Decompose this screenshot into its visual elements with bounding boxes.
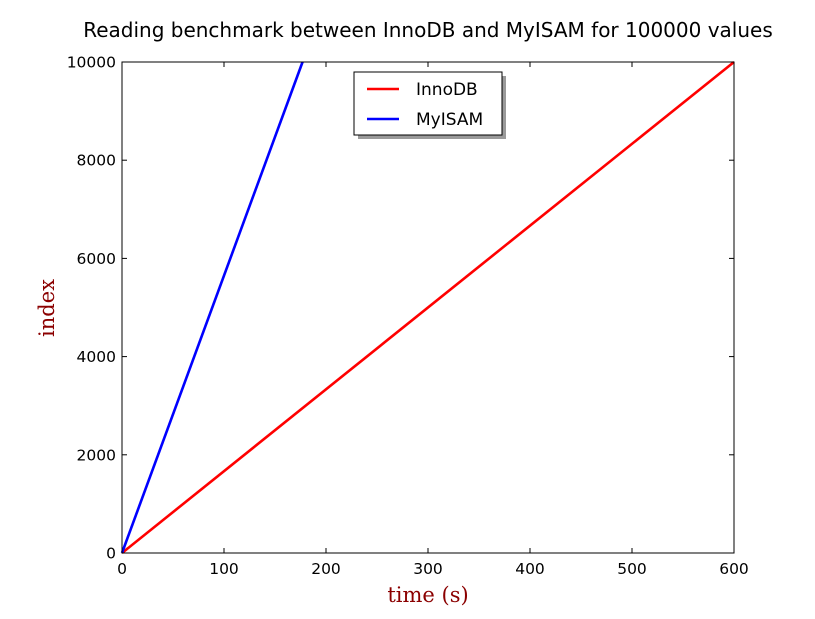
x-tick-label: 500 bbox=[617, 560, 647, 578]
y-tick-label: 8000 bbox=[77, 152, 116, 170]
series-layer bbox=[120, 60, 735, 555]
chart-title: Reading benchmark between InnoDB and MyI… bbox=[83, 18, 773, 42]
x-tick-label: 400 bbox=[515, 560, 545, 578]
legend-box bbox=[353, 71, 503, 136]
series-line-myisam bbox=[120, 61, 304, 554]
y-tick-label: 6000 bbox=[77, 250, 116, 268]
legend-items: InnoDB MyISAM bbox=[367, 80, 483, 130]
y-tick-label: 10000 bbox=[67, 54, 116, 72]
series-line-innodb bbox=[121, 60, 735, 555]
legend-label-innodb: InnoDB bbox=[416, 80, 478, 100]
x-tick-label: 200 bbox=[311, 560, 341, 578]
x-axis-label: time (s) bbox=[387, 583, 468, 607]
y-tick-label: 2000 bbox=[77, 446, 116, 464]
x-tick-label: 600 bbox=[719, 560, 749, 578]
tick-layer: 0 100 200 300 400 500 600020004000600080001000… bbox=[67, 54, 749, 579]
y-tick-label: 0 bbox=[106, 545, 116, 563]
y-tick-label: 4000 bbox=[77, 348, 116, 366]
legend: InnoDB MyISAM bbox=[353, 71, 506, 139]
x-tick-label: 100 bbox=[209, 560, 239, 578]
y-axis-label: index bbox=[35, 279, 59, 337]
legend-label-myisam: MyISAM bbox=[416, 110, 483, 130]
x-tick-label: 0 bbox=[117, 560, 127, 578]
x-tick-label: 300 bbox=[413, 560, 443, 578]
